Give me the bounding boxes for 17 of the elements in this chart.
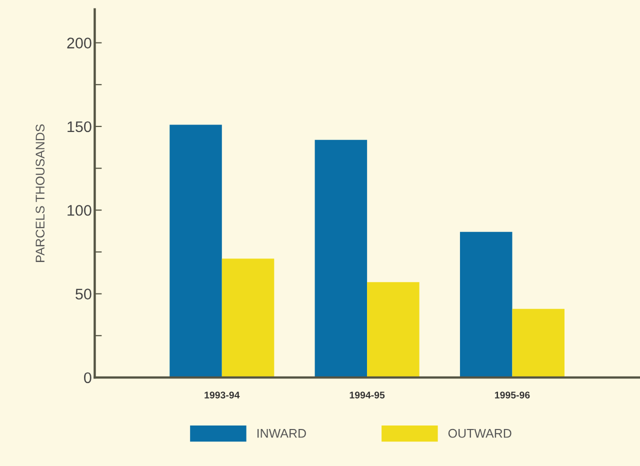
x-tick-label: 1995-96 — [495, 392, 530, 398]
bar — [222, 258, 274, 378]
y-tick-label: 200 — [67, 38, 92, 48]
bar — [367, 282, 420, 378]
bar — [460, 232, 512, 378]
x-tick-label: 1994-95 — [350, 392, 385, 398]
y-tick-label: 150 — [68, 121, 92, 132]
bar — [314, 140, 368, 378]
x-tick-label: 1993-94 — [204, 392, 240, 399]
legend-label: INWARD — [257, 429, 306, 438]
y-axis-title: PARCELS THOUSANDS — [36, 124, 45, 262]
bar — [170, 124, 222, 378]
bar — [512, 308, 565, 378]
y-tick-label: 100 — [68, 204, 92, 216]
y-tick-label: 0 — [84, 372, 92, 384]
legend-label: OUTWARD — [448, 428, 512, 438]
y-tick-label: 50 — [76, 288, 92, 300]
